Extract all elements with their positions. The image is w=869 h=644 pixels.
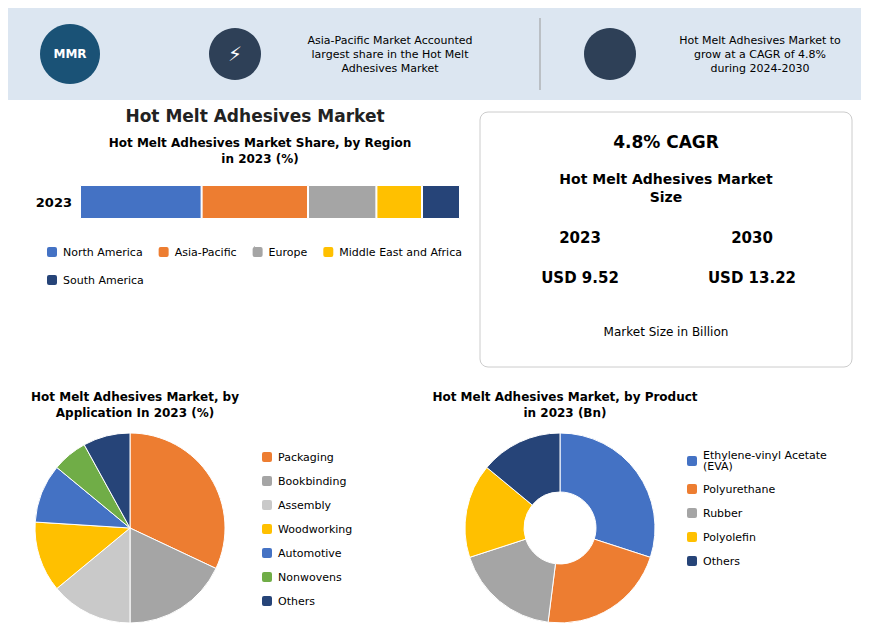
svg-text:Size: Size	[650, 189, 683, 205]
svg-text:USD 9.52: USD 9.52	[541, 269, 619, 287]
svg-text:(EVA): (EVA)	[703, 460, 733, 473]
svg-text:Ethylene-vinyl Acetate: Ethylene-vinyl Acetate	[703, 449, 827, 462]
svg-text:largest share in the Hot Melt: largest share in the Hot Melt	[312, 48, 470, 61]
svg-text:Hot Melt Adhesives Market: Hot Melt Adhesives Market	[125, 106, 384, 126]
svg-text:2023: 2023	[36, 195, 72, 210]
svg-text:Bookbinding: Bookbinding	[278, 475, 346, 488]
svg-text:Adhesives Market: Adhesives Market	[341, 62, 439, 75]
svg-text:Asia-Pacific Market Accounted: Asia-Pacific Market Accounted	[308, 34, 473, 47]
svg-text:grow at a CAGR of 4.8%: grow at a CAGR of 4.8%	[694, 48, 826, 61]
svg-text:Market Size in Billion: Market Size in Billion	[604, 325, 729, 339]
svg-text:in 2023 (Bn): in 2023 (Bn)	[523, 406, 606, 420]
svg-text:Others: Others	[278, 595, 315, 608]
svg-text:Others: Others	[703, 555, 740, 568]
svg-text:Automotive: Automotive	[278, 547, 342, 560]
svg-text:2030: 2030	[731, 229, 773, 247]
svg-text:2023: 2023	[559, 229, 601, 247]
svg-text:Hot Melt Adhesives Market, by: Hot Melt Adhesives Market, by	[31, 390, 239, 404]
svg-text:Polyurethane: Polyurethane	[703, 483, 776, 496]
svg-text:Rubber: Rubber	[703, 507, 743, 520]
svg-text:Nonwovens: Nonwovens	[278, 571, 342, 584]
svg-text:Middle East and Africa: Middle East and Africa	[339, 246, 462, 259]
svg-text:Application In 2023 (%): Application In 2023 (%)	[56, 406, 214, 420]
svg-text:South America: South America	[63, 274, 144, 287]
svg-text:Assembly: Assembly	[278, 499, 332, 512]
svg-text:Europe: Europe	[269, 246, 308, 259]
svg-text:North America: North America	[63, 246, 143, 259]
svg-text:in 2023 (%): in 2023 (%)	[221, 152, 298, 166]
svg-text:Polyolefin: Polyolefin	[703, 531, 756, 544]
svg-text:Asia-Pacific: Asia-Pacific	[175, 246, 237, 259]
svg-text:4.8% CAGR: 4.8% CAGR	[613, 132, 719, 152]
svg-text:Hot Melt Adhesives Market, by: Hot Melt Adhesives Market, by Product	[432, 390, 697, 404]
svg-text:⚡: ⚡	[228, 42, 242, 66]
svg-text:Hot Melt Adhesives Market Shar: Hot Melt Adhesives Market Share, by Regi…	[109, 136, 412, 150]
svg-text:Hot Melt Adhesives Market: Hot Melt Adhesives Market	[559, 171, 773, 187]
svg-text:Woodworking: Woodworking	[278, 523, 352, 536]
svg-text:Hot Melt Adhesives Market to: Hot Melt Adhesives Market to	[679, 34, 841, 47]
svg-text:during 2024-2030: during 2024-2030	[711, 62, 810, 75]
svg-text:MMR: MMR	[53, 47, 86, 61]
svg-text:Packaging: Packaging	[278, 451, 334, 464]
svg-text:USD 13.22: USD 13.22	[708, 269, 796, 287]
